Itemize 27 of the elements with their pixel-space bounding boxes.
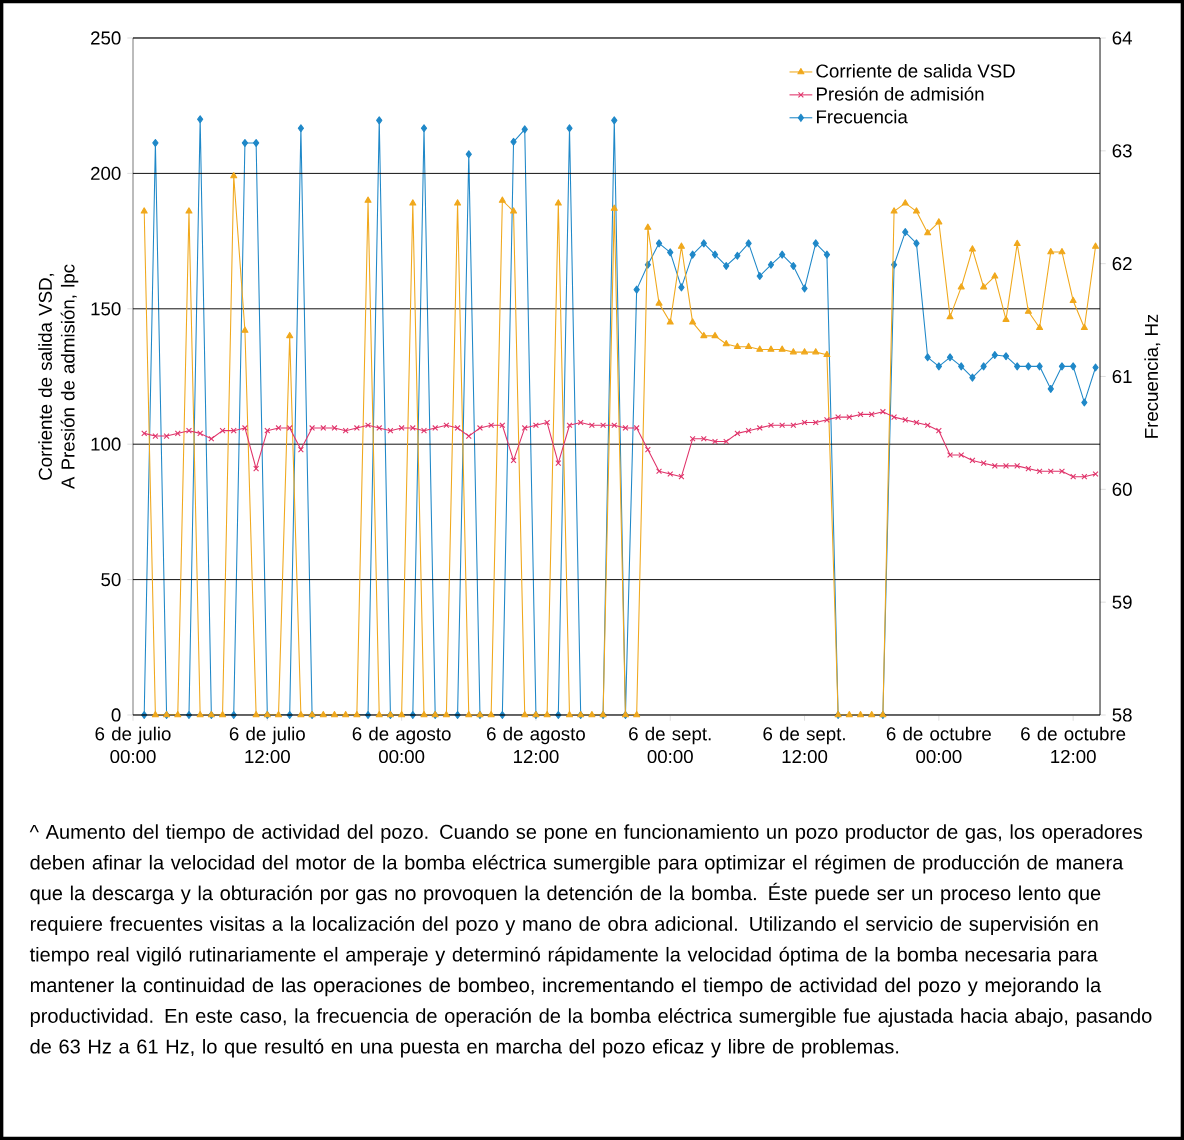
- x-tick-label: 6 de sept. 12:00: [763, 726, 845, 764]
- y2-tick-label: 62: [1112, 257, 1132, 271]
- y2-tick-label: 58: [1112, 708, 1132, 722]
- y2-tick-label: 64: [1112, 31, 1132, 45]
- x-tick-label: 6 de sept. 00:00: [629, 726, 711, 764]
- y2-tick-label: 63: [1112, 144, 1132, 158]
- y2-axis-title: Frecuencia, Hz: [1144, 314, 1161, 438]
- y-tick-label: 50: [101, 572, 121, 587]
- y-tick-label: 200: [91, 166, 121, 181]
- legend-label: Corriente de salida VSD: [816, 63, 1015, 78]
- y-axis-title: Corriente de salida VSD, A Presión de admisión, lpc: [38, 264, 79, 490]
- x-tick-label: 6 de julio 00:00: [95, 726, 171, 764]
- legend-label: Frecuencia: [817, 109, 908, 124]
- x-tick-label: 6 de julio 12:00: [229, 726, 305, 764]
- x-tick-label: 6 de agosto 00:00: [352, 726, 451, 764]
- x-tick-label: 6 de octubre 12:00: [1021, 726, 1126, 764]
- text: ^ Aumento del tiempo de actividad del pozo. Cuando se pone en funcionamiento un pozo productor de gas, los operadores deben afinar la velocidad del motor de la bomba eléctrica sumergible para optimizar el régimen de producción de manera que la descarga y la obturación por gas no provoquen la detención de la bomba. Éste puede ser un proceso lento que requiere frecuentes visitas a la localización del pozo y mano de obra adicional. Utilizando el servicio de supervisión en tiempo real vigiló rutinariamente el amperaje y determinó rápidamente la velocidad óptima de la bomba necesaria para mantener la continuidad de las operaciones de bombeo, incrementando el tiempo de actividad del pozo y mejorando la productividad. En este caso, la frecuencia de operación de la bomba eléctrica sumergible fue ajustada hacia abajo, pasando de 63 Hz a 61 Hz, lo que resultó en una puesta en marcha del pozo eficaz y libre de problemas.: [29, 824, 1152, 1058]
- y-tick-label: 100: [91, 437, 121, 451]
- y2-tick-label: 60: [1112, 482, 1132, 496]
- y-tick-label: 0: [111, 708, 121, 722]
- y-tick-label: 150: [91, 302, 121, 316]
- x-tick-label: 6 de agosto 12:00: [487, 726, 585, 764]
- y-tick-label: 250: [91, 31, 121, 45]
- y2-tick-label: 61: [1112, 369, 1132, 384]
- legend-label: Presión de admisión: [817, 86, 984, 101]
- y2-tick-label: 59: [1112, 595, 1132, 609]
- x-tick-label: 6 de octubre 00:00: [886, 726, 991, 764]
